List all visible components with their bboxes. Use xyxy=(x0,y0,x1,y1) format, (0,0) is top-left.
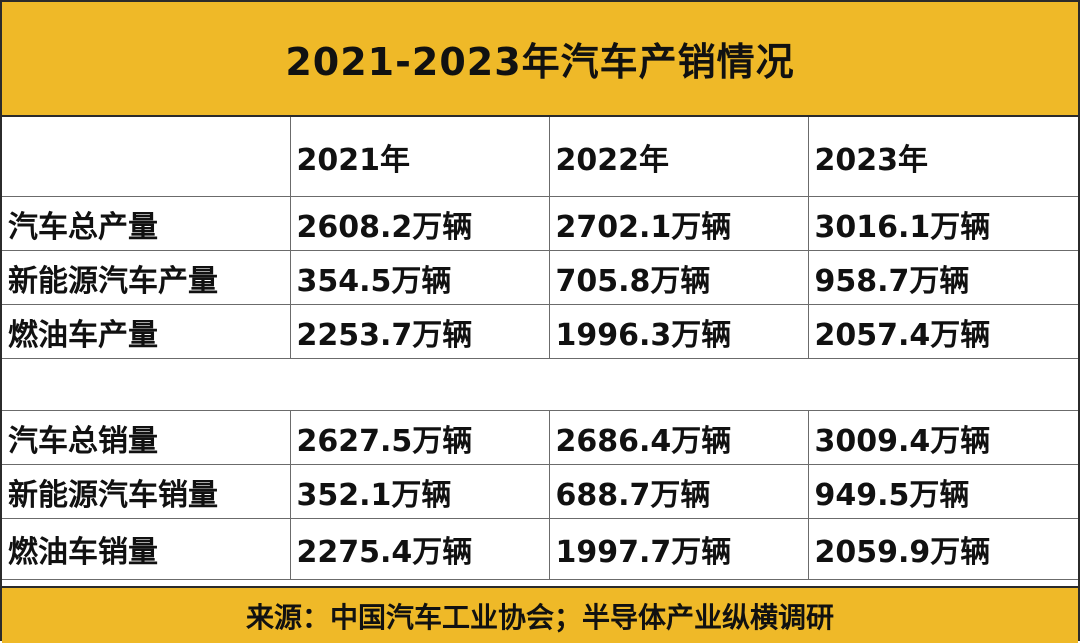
table-cell: 3016.1万辆 xyxy=(807,196,1078,251)
table-cell: 949.5万辆 xyxy=(807,464,1078,519)
table-cell: 2608.2万辆 xyxy=(289,196,550,251)
row-label: 燃油车产量 xyxy=(2,304,291,359)
table-cell: 1996.3万辆 xyxy=(548,304,809,359)
table-cell: 2057.4万辆 xyxy=(807,304,1078,359)
source-footer: 来源：中国汽车工业协会；半导体产业纵横调研 xyxy=(2,586,1078,643)
table-cell: 352.1万辆 xyxy=(289,464,550,519)
header-cell-2023: 2023年 xyxy=(807,117,1078,197)
header-cell-2022: 2022年 xyxy=(548,117,809,197)
table-cell: 1997.7万辆 xyxy=(548,518,809,580)
table-title: 2021-2023年汽车产销情况 xyxy=(2,2,1078,117)
table-cell: 705.8万辆 xyxy=(548,250,809,305)
table-cell: 688.7万辆 xyxy=(548,464,809,519)
table-cell: 958.7万辆 xyxy=(807,250,1078,305)
table-cell: 3009.4万辆 xyxy=(807,410,1078,465)
row-label: 燃油车销量 xyxy=(2,518,291,580)
table-cell: 2627.5万辆 xyxy=(289,410,550,465)
table-row: 汽车总销量 2627.5万辆 2686.4万辆 3009.4万辆 xyxy=(2,410,1078,465)
row-label: 汽车总销量 xyxy=(2,410,291,465)
spacer-cell xyxy=(2,358,1078,411)
table-cell: 2275.4万辆 xyxy=(289,518,550,580)
table-cell: 2686.4万辆 xyxy=(548,410,809,465)
spacer-row xyxy=(2,358,1078,411)
header-cell-2021: 2021年 xyxy=(289,117,550,197)
table-row: 新能源汽车销量 352.1万辆 688.7万辆 949.5万辆 xyxy=(2,464,1078,519)
production-sales-table: 2021年 2022年 2023年 汽车总产量 2608.2万辆 2702.1万… xyxy=(2,117,1078,580)
table-row: 新能源汽车产量 354.5万辆 705.8万辆 958.7万辆 xyxy=(2,250,1078,305)
table-cell: 2253.7万辆 xyxy=(289,304,550,359)
header-cell-empty xyxy=(2,117,291,197)
row-label: 新能源汽车产量 xyxy=(2,250,291,305)
row-label: 新能源汽车销量 xyxy=(2,464,291,519)
table-row: 汽车总产量 2608.2万辆 2702.1万辆 3016.1万辆 xyxy=(2,196,1078,251)
row-label: 汽车总产量 xyxy=(2,196,291,251)
table-row: 燃油车产量 2253.7万辆 1996.3万辆 2057.4万辆 xyxy=(2,304,1078,359)
table-row: 燃油车销量 2275.4万辆 1997.7万辆 2059.9万辆 xyxy=(2,518,1078,580)
table-cell: 2059.9万辆 xyxy=(807,518,1078,580)
table-cell: 2702.1万辆 xyxy=(548,196,809,251)
table-cell: 354.5万辆 xyxy=(289,250,550,305)
header-row: 2021年 2022年 2023年 xyxy=(2,117,1078,197)
